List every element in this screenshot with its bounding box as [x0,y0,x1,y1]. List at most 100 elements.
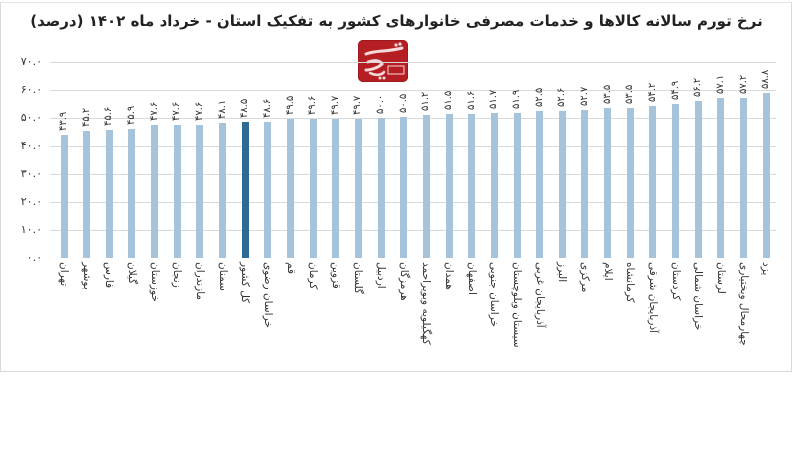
bar-value-label: ۴۵.۹ [126,105,137,125]
bar [695,101,702,258]
bar-value-label: ۵۱.۷ [488,89,499,109]
bar-value-label: ۴۸.۱ [217,99,228,119]
chart-title: نرخ تورم سالانه کالاها و خدمات مصرفی خان… [30,12,763,30]
bar [581,110,588,258]
category-label: خوزستان [149,262,161,302]
gridline [50,90,776,91]
bar-value-label: ۴۸.۵ [239,98,250,118]
bar [196,125,203,258]
category-label: ایلام [602,262,614,281]
category-label: کرمان [307,262,319,290]
bar-value-label: ۴۹.۶ [307,95,318,115]
bar-value-label: ۵۷.۱ [715,74,726,94]
bar [649,106,656,258]
bar-value-label: ۴۹.۷ [330,95,341,115]
y-tick-label: ۰.۰ [26,251,42,264]
y-tick-label: ۵۰.۰ [20,111,42,124]
bar [219,123,226,258]
bar-value-label: ۴۷.۶ [194,101,205,121]
category-label: اردبیل [375,262,387,289]
category-label: گیلان [126,262,138,285]
y-tick-label: ۲۰.۰ [20,195,42,208]
bar [287,119,294,258]
bar-value-label: ۵۲.۷ [579,86,590,106]
bar [740,98,747,258]
bar [151,125,158,258]
y-tick-label: ۱۰.۰ [20,223,42,236]
bar-value-label: ۴۷.۶ [171,101,182,121]
bar-value-label: ۴۸.۶ [262,98,273,118]
bar-value-label: ۵۳.۵ [624,84,635,104]
bar [763,93,770,258]
bar-value-label: ۴۳.۹ [58,111,69,131]
category-label: خراسان شمالی [692,262,704,331]
bar-value-label: ۵۰.۰ [375,94,386,114]
gridline [50,174,776,175]
category-label: کردستان [670,262,682,301]
gridline [50,118,776,119]
bar-value-label: ۵۱.۵ [443,90,454,110]
bar [423,115,430,258]
bar-value-label: ۵۶.۲ [692,77,703,97]
bar-value-label: ۵۸.۸ [760,69,771,89]
category-label: بوشهر [81,262,93,290]
category-label: گلستان [352,262,364,294]
bar [332,119,339,258]
logo-glyph-icon [364,42,405,80]
bar-value-label: ۵۲.۵ [534,87,545,107]
category-label: چهارمحال وبختیاری [738,262,750,346]
category-label: قزوین [330,262,342,289]
gridline [50,146,776,147]
bar [400,117,407,258]
bar [446,114,453,258]
bar-value-label: ۵۷.۲ [738,74,749,94]
category-label: آذربایجان شرقی [647,262,659,334]
bar [264,122,271,258]
bar [536,111,543,258]
bar-value-label: ۵۱.۲ [420,91,431,111]
category-label: قم [285,262,297,275]
tasnim-logo [358,40,408,82]
bar-value-label: ۵۰.۵ [398,93,409,113]
y-tick-label: ۶۰.۰ [20,83,42,96]
bar [355,119,362,258]
category-label: کهگیلویه وبویراحمد [420,262,432,345]
category-label: سمنان [217,262,229,291]
category-label: کل کشور [239,262,251,304]
category-label: یزد [760,262,772,276]
bar [83,131,90,258]
category-label: تهران [58,262,70,287]
bar [672,104,679,258]
gridline [50,202,776,203]
bar-value-label: ۵۱.۹ [511,89,522,109]
category-label: زنجان [171,262,183,288]
bar [627,108,634,258]
category-label: همدان [443,262,455,290]
bar [378,118,385,258]
bar [468,114,475,258]
category-label: لرستان [715,262,727,294]
gridline [50,230,776,231]
category-label: آذربایجان غربی [534,262,546,328]
bar-value-label: ۴۹.۷ [352,95,363,115]
category-label: مرکزی [579,262,591,293]
category-label: کرمانشاه [624,262,636,303]
bar [559,111,566,258]
y-tick-label: ۷۰.۰ [20,55,42,68]
bar-value-label: ۵۴.۹ [670,80,681,100]
bar [174,125,181,258]
gridline [50,62,776,63]
bar-value-label: ۵۳.۵ [602,84,613,104]
category-label: اصفهان [466,262,478,295]
bar-value-label: ۴۵.۲ [81,107,92,127]
category-label: خراسان جنوبی [488,262,500,328]
bar-highlight [242,122,249,258]
category-label: البرز [556,262,568,283]
y-tick-label: ۴۰.۰ [20,139,42,152]
category-label: هرمزگان [398,262,410,301]
bar-value-label: ۵۱.۶ [466,90,477,110]
bar [61,135,68,258]
bar [310,119,317,258]
category-label: خراسان رضوی [262,262,274,328]
bar [128,129,135,258]
